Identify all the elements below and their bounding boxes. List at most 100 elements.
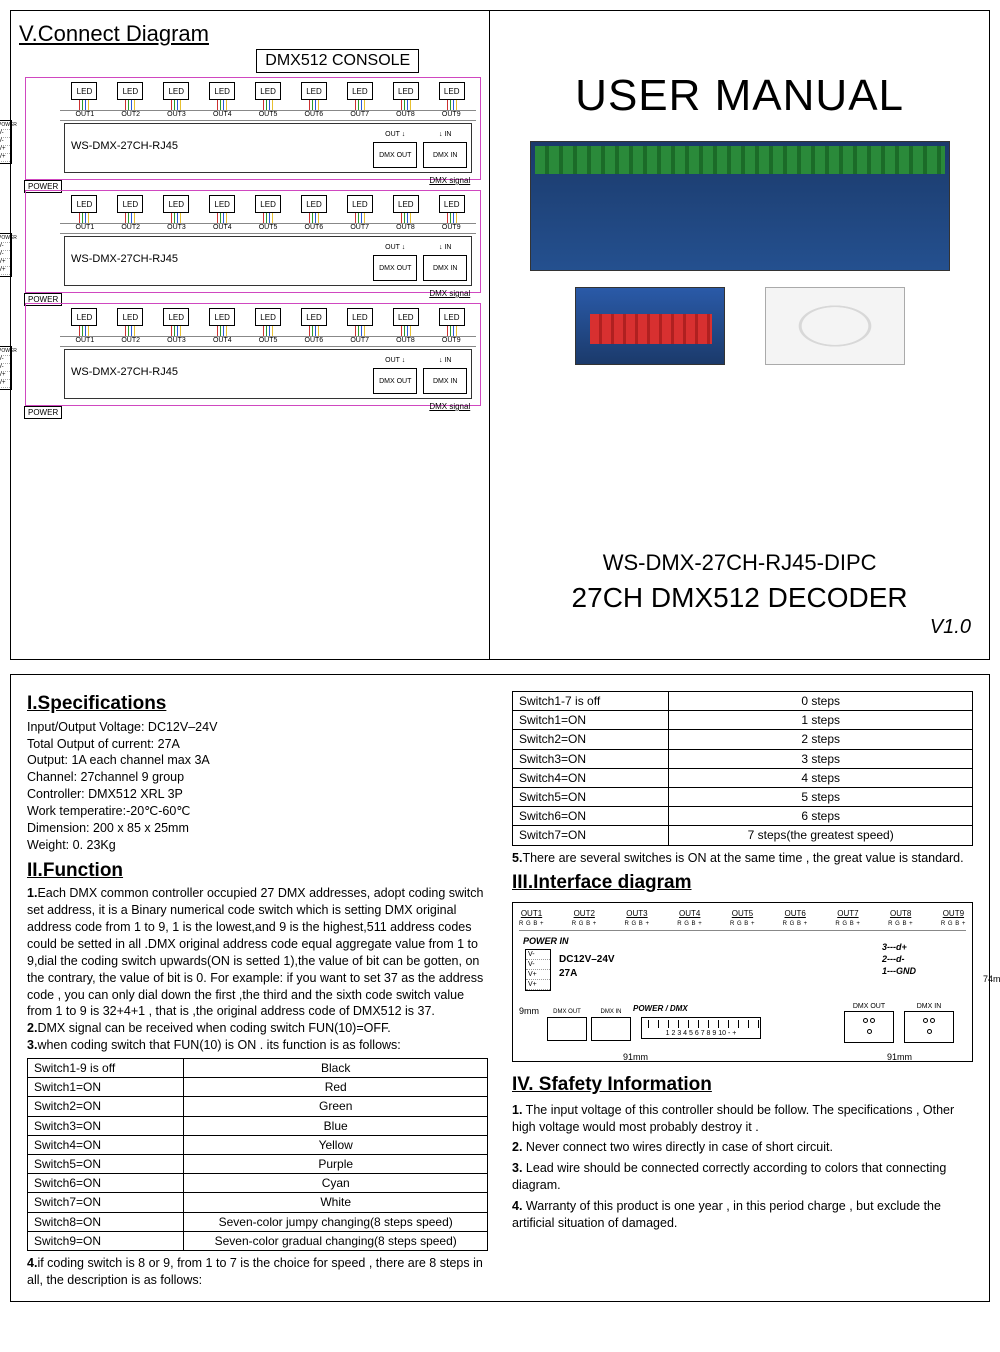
table-cell: 4 steps [669, 768, 973, 787]
dmx-console-box: DMX512 CONSOLE [256, 49, 419, 73]
iface-out-label: OUT1R G B + [519, 909, 544, 928]
func-p1: 1.Each DMX common controller occupied 27… [27, 885, 488, 1020]
spec-line: Total Output of current: 27A [27, 736, 488, 753]
table-cell: 3 steps [669, 749, 973, 768]
xlr-out: DMX OUT [844, 1011, 894, 1043]
table-cell: Red [184, 1078, 488, 1097]
table-cell: Switch8=ON [28, 1212, 184, 1231]
out-label: OUT1 [71, 337, 99, 344]
connect-diagram-panel: V.Connect Diagram DMX512 CONSOLE LED LED L… [11, 11, 490, 659]
table-cell: Switch1=ON [28, 1078, 184, 1097]
board-body: WS-DMX-27CH-RJ45DMX OUTOUT ↓DMX IN↓ IN [64, 349, 472, 399]
out-label: OUT1 [71, 111, 99, 118]
board-model-label: WS-DMX-27CH-RJ45 [71, 253, 178, 265]
dmx-in-port: DMX IN↓ IN [423, 368, 467, 394]
power-in-label: POWER IN [523, 935, 569, 947]
led-box: LED [439, 82, 465, 100]
table-cell: Switch2=ON [28, 1097, 184, 1116]
table-cell: Blue [184, 1116, 488, 1135]
led-box: LED [209, 82, 235, 100]
table-cell: Switch7=ON [28, 1193, 184, 1212]
safety-item: 2. Never connect two wires directly in c… [512, 1139, 973, 1156]
iface-out-label: OUT4R G B + [677, 909, 702, 928]
rj45-out: DMX OUT [547, 1017, 587, 1041]
out-label: OUT1 [71, 224, 99, 231]
out-label: OUT7 [346, 224, 374, 231]
decoder-module: LEDLEDLEDLEDLEDLEDLEDLEDLEDOUT1OUT2OUT3O… [25, 77, 481, 180]
led-box: LED [347, 195, 373, 213]
model-number: WS-DMX-27CH-RJ45-DIPC [603, 550, 877, 576]
board-body: WS-DMX-27CH-RJ45DMX OUTOUT ↓DMX IN↓ IN [64, 236, 472, 286]
out-label: OUT4 [208, 337, 236, 344]
iface-out-label: OUT7R G B + [835, 909, 860, 928]
xlr-in: DMX IN [904, 1011, 954, 1043]
connect-diagram-title: V.Connect Diagram [19, 21, 481, 47]
table-cell: 7 steps(the greatest speed) [669, 826, 973, 845]
out-label: OUT5 [254, 111, 282, 118]
out-label: OUT8 [391, 111, 419, 118]
dmx-in-port: DMX IN↓ IN [423, 255, 467, 281]
out-label: OUT6 [300, 224, 328, 231]
dmx-signal-label: DMX signal [429, 289, 470, 298]
out-label: OUT7 [346, 111, 374, 118]
power-ext-label: POWER [24, 406, 62, 419]
led-box: LED [209, 308, 235, 326]
power-pin-list: POWERV-V-V+V+ [0, 120, 12, 164]
led-box: LED [71, 308, 97, 326]
board-body: WS-DMX-27CH-RJ45DMX OUTOUT ↓DMX IN↓ IN [64, 123, 472, 173]
led-box: LED [163, 82, 189, 100]
led-box: LED [255, 82, 281, 100]
dmx-signal-label: DMX signal [429, 402, 470, 411]
specs-heading: I.Specifications [27, 691, 488, 717]
spec-line: Work temperatire:-20℃-60℃ [27, 803, 488, 820]
led-box: LED [71, 195, 97, 213]
out-label: OUT9 [437, 111, 465, 118]
table-cell: Switch4=ON [28, 1135, 184, 1154]
iface-out-label: OUT5R G B + [730, 909, 755, 928]
led-box: LED [301, 82, 327, 100]
table-cell: Switch1-7 is off [513, 692, 669, 711]
led-box: LED [255, 195, 281, 213]
iface-out-label: OUT2R G B + [572, 909, 597, 928]
table-cell: Purple [184, 1154, 488, 1173]
led-box: LED [393, 82, 419, 100]
dip-switch-photo [575, 287, 725, 365]
table-cell: White [184, 1193, 488, 1212]
table-cell: Switch6=ON [28, 1174, 184, 1193]
out-label: OUT8 [391, 224, 419, 231]
table-cell: Cyan [184, 1174, 488, 1193]
table-cell: Green [184, 1097, 488, 1116]
out-label: OUT3 [162, 337, 190, 344]
led-box: LED [71, 82, 97, 100]
dmx-signal-label: DMX signal [429, 176, 470, 185]
func-p2: 2.DMX signal can be received when coding… [27, 1020, 488, 1037]
safety-item: 3. Lead wire should be connected correct… [512, 1160, 973, 1194]
version-label: V1.0 [930, 616, 971, 639]
led-box: LED [439, 195, 465, 213]
led-box: LED [347, 82, 373, 100]
board-model-label: WS-DMX-27CH-RJ45 [71, 366, 178, 378]
out-label: OUT2 [117, 111, 145, 118]
spec-line: Weight: 0. 23Kg [27, 837, 488, 854]
table-cell: Black [184, 1059, 488, 1078]
out-label: OUT5 [254, 224, 282, 231]
dim-w2: 91mm [887, 1051, 912, 1063]
led-box: LED [117, 82, 143, 100]
top-page: V.Connect Diagram DMX512 CONSOLE LED LED L… [10, 10, 990, 660]
dip-switch-strip: 1 2 3 4 5 6 7 8 9 10 - + [641, 1017, 761, 1039]
board-model-label: WS-DMX-27CH-RJ45 [71, 140, 178, 152]
ribbon-cable-photo [765, 287, 905, 365]
func-p4: 4.if coding switch is 8 or 9, from 1 to … [27, 1255, 488, 1289]
safety-item: 1. The input voltage of this controller … [512, 1102, 973, 1136]
out-label: OUT9 [437, 224, 465, 231]
safety-list: 1. The input voltage of this controller … [512, 1102, 973, 1232]
out-label: OUT4 [208, 111, 236, 118]
table-cell: Switch5=ON [28, 1154, 184, 1173]
led-box: LED [347, 308, 373, 326]
led-box: LED [393, 195, 419, 213]
decoder-module: LEDLEDLEDLEDLEDLEDLEDLEDLEDOUT1OUT2OUT3O… [25, 190, 481, 293]
out-label: OUT5 [254, 337, 282, 344]
rj45-in: DMX IN [591, 1017, 631, 1041]
led-box: LED [255, 308, 281, 326]
iface-out-label: OUT3R G B + [624, 909, 649, 928]
